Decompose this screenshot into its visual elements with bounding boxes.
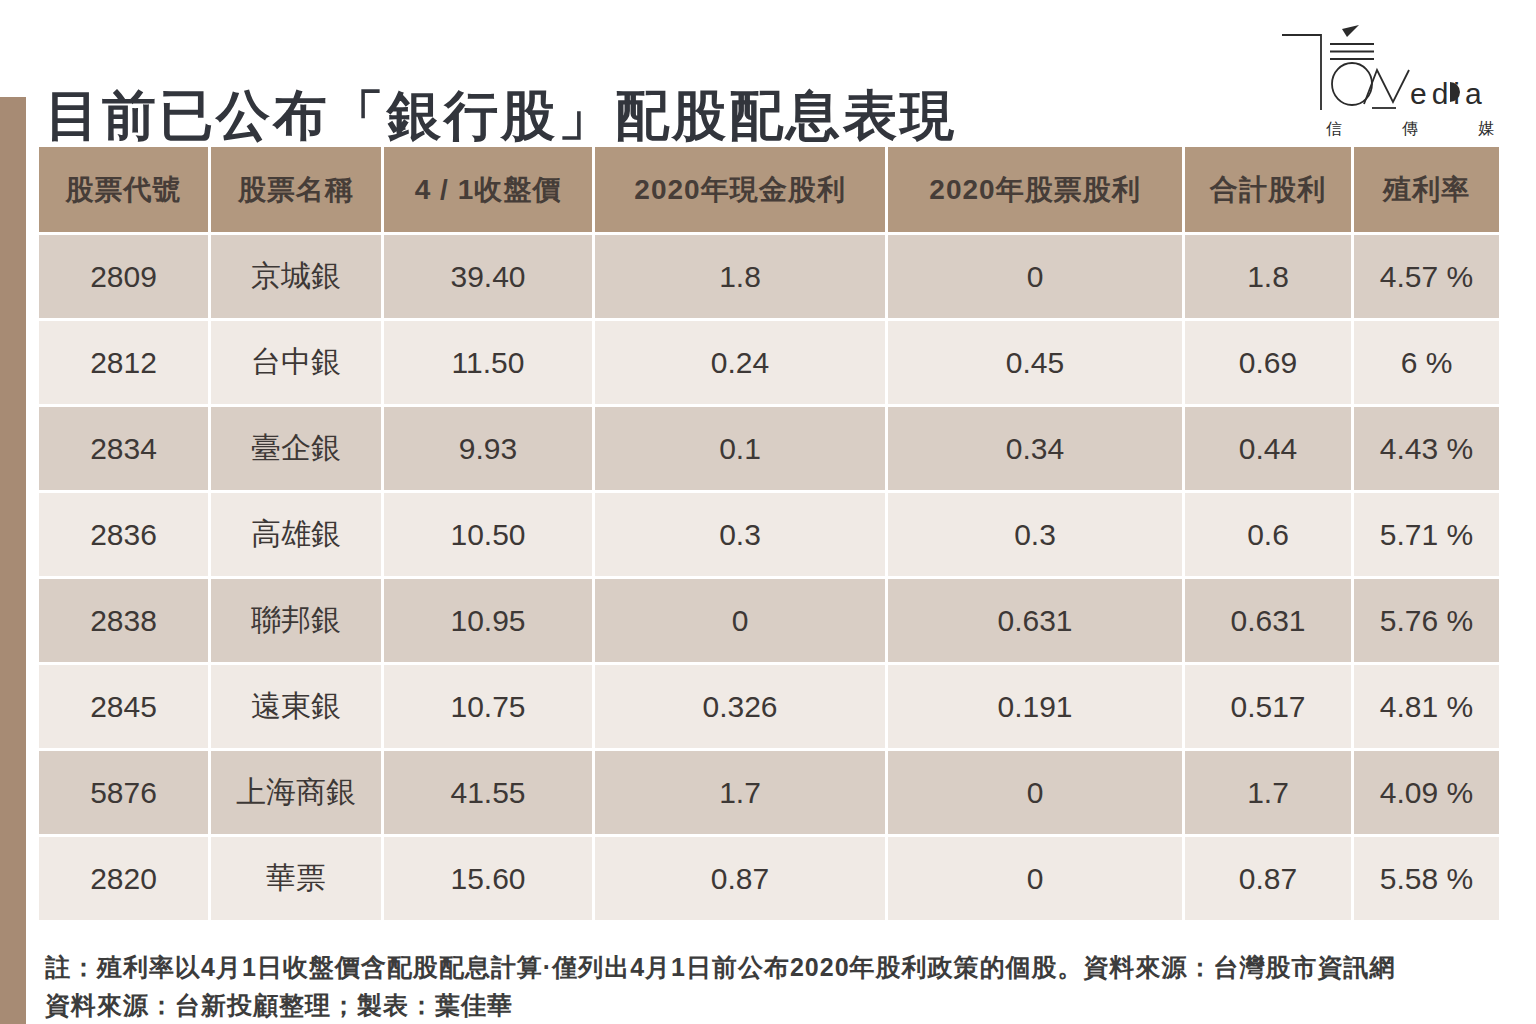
cell-yield: 4.57 % — [1354, 235, 1499, 318]
footnote-line-2: 資料來源：台新投顧整理；製表：葉佳華 — [45, 986, 1505, 1024]
cell-stock-code: 2838 — [39, 579, 208, 662]
footnotes: 註：殖利率以4月1日收盤價含配股配息計算·僅列出4月1日前公布2020年股利政策… — [45, 948, 1505, 1024]
cell-stock-dividend: 0.45 — [888, 321, 1182, 404]
cell-closing-price: 9.93 — [384, 407, 592, 490]
cell-cash-dividend: 0 — [595, 579, 885, 662]
cell-cash-dividend: 0.87 — [595, 837, 885, 920]
cell-stock-code: 2820 — [39, 837, 208, 920]
cmedia-logo: edia 信傳媒 — [1268, 20, 1504, 142]
cell-stock-dividend: 0.34 — [888, 407, 1182, 490]
cell-stock-code: 2812 — [39, 321, 208, 404]
cell-cash-dividend: 1.7 — [595, 751, 885, 834]
table-row: 2809 京城銀 39.40 1.8 0 1.8 4.57 % — [39, 235, 1499, 318]
column-header-stock-name: 股票名稱 — [211, 147, 381, 232]
table-row: 2834 臺企銀 9.93 0.1 0.34 0.44 4.43 % — [39, 407, 1499, 490]
cell-closing-price: 39.40 — [384, 235, 592, 318]
column-header-stock-code: 股票代號 — [39, 147, 208, 232]
cmedia-logo-icon: edia 信傳媒 — [1268, 20, 1504, 142]
cell-yield: 5.71 % — [1354, 493, 1499, 576]
cell-stock-code: 2845 — [39, 665, 208, 748]
cell-closing-price: 10.95 — [384, 579, 592, 662]
cell-stock-dividend: 0.191 — [888, 665, 1182, 748]
cell-cash-dividend: 0.24 — [595, 321, 885, 404]
table-row: 2812 台中銀 11.50 0.24 0.45 0.69 6 % — [39, 321, 1499, 404]
cell-stock-name: 臺企銀 — [211, 407, 381, 490]
cell-closing-price: 11.50 — [384, 321, 592, 404]
cell-stock-code: 2836 — [39, 493, 208, 576]
cell-stock-name: 遠東銀 — [211, 665, 381, 748]
cell-stock-code: 2834 — [39, 407, 208, 490]
dividend-table: 股票代號 股票名稱 4 / 1收盤價 2020年現金股利 2020年股票股利 合… — [36, 144, 1502, 923]
cell-yield: 5.58 % — [1354, 837, 1499, 920]
cell-stock-dividend: 0.631 — [888, 579, 1182, 662]
cell-stock-name: 台中銀 — [211, 321, 381, 404]
cell-total-dividend: 0.6 — [1185, 493, 1351, 576]
table-row: 2836 高雄銀 10.50 0.3 0.3 0.6 5.71 % — [39, 493, 1499, 576]
cell-cash-dividend: 0.1 — [595, 407, 885, 490]
logo-hanzi-text: 信傳媒 — [1326, 120, 1504, 137]
column-header-stock-dividend: 2020年股票股利 — [888, 147, 1182, 232]
cell-yield: 4.43 % — [1354, 407, 1499, 490]
cell-total-dividend: 1.8 — [1185, 235, 1351, 318]
cell-cash-dividend: 0.3 — [595, 493, 885, 576]
left-accent-bar — [0, 97, 26, 1024]
cell-total-dividend: 1.7 — [1185, 751, 1351, 834]
column-header-yield: 殖利率 — [1354, 147, 1499, 232]
cell-stock-dividend: 0 — [888, 235, 1182, 318]
cell-cash-dividend: 1.8 — [595, 235, 885, 318]
infographic-page: 目前已公布「銀行股」配股配息表現 edia 信傳媒 — [0, 0, 1536, 1024]
cell-total-dividend: 0.517 — [1185, 665, 1351, 748]
page-title: 目前已公布「銀行股」配股配息表現 — [45, 84, 1145, 146]
footnote-line-1: 註：殖利率以4月1日收盤價含配股配息計算·僅列出4月1日前公布2020年股利政策… — [45, 948, 1505, 986]
cell-stock-dividend: 0 — [888, 837, 1182, 920]
cell-yield: 6 % — [1354, 321, 1499, 404]
logo-latin-text: edia — [1410, 77, 1487, 110]
cell-stock-dividend: 0.3 — [888, 493, 1182, 576]
column-header-cash-dividend: 2020年現金股利 — [595, 147, 885, 232]
cell-cash-dividend: 0.326 — [595, 665, 885, 748]
cell-total-dividend: 0.69 — [1185, 321, 1351, 404]
cell-total-dividend: 0.631 — [1185, 579, 1351, 662]
cell-yield: 4.09 % — [1354, 751, 1499, 834]
table-row: 2845 遠東銀 10.75 0.326 0.191 0.517 4.81 % — [39, 665, 1499, 748]
cell-closing-price: 15.60 — [384, 837, 592, 920]
cell-closing-price: 10.75 — [384, 665, 592, 748]
cell-yield: 5.76 % — [1354, 579, 1499, 662]
table-row: 2838 聯邦銀 10.95 0 0.631 0.631 5.76 % — [39, 579, 1499, 662]
cell-total-dividend: 0.44 — [1185, 407, 1351, 490]
cell-stock-code: 2809 — [39, 235, 208, 318]
cell-stock-code: 5876 — [39, 751, 208, 834]
cell-closing-price: 41.55 — [384, 751, 592, 834]
cell-closing-price: 10.50 — [384, 493, 592, 576]
table-row: 2820 華票 15.60 0.87 0 0.87 5.58 % — [39, 837, 1499, 920]
cell-stock-dividend: 0 — [888, 751, 1182, 834]
cell-stock-name: 京城銀 — [211, 235, 381, 318]
cell-total-dividend: 0.87 — [1185, 837, 1351, 920]
cell-stock-name: 華票 — [211, 837, 381, 920]
cell-stock-name: 上海商銀 — [211, 751, 381, 834]
cell-yield: 4.81 % — [1354, 665, 1499, 748]
cell-stock-name: 高雄銀 — [211, 493, 381, 576]
column-header-closing-price: 4 / 1收盤價 — [384, 147, 592, 232]
table-row: 5876 上海商銀 41.55 1.7 0 1.7 4.09 % — [39, 751, 1499, 834]
cell-stock-name: 聯邦銀 — [211, 579, 381, 662]
column-header-total-dividend: 合計股利 — [1185, 147, 1351, 232]
table-header-row: 股票代號 股票名稱 4 / 1收盤價 2020年現金股利 2020年股票股利 合… — [39, 147, 1499, 232]
